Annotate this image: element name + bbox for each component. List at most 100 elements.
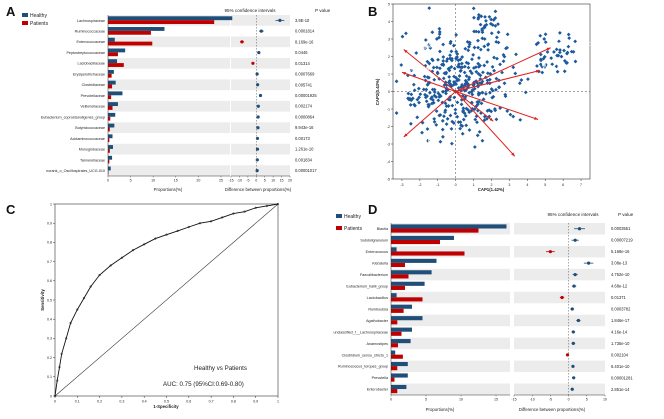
sample-point <box>540 70 545 75</box>
tick-label: 10 <box>603 398 607 402</box>
panel-c-label: C <box>6 202 16 217</box>
sample-point <box>431 100 436 105</box>
vector-arrowhead <box>535 69 540 73</box>
tick-label: 0.5 <box>47 298 52 302</box>
sample-point <box>458 69 463 74</box>
sample-point <box>430 87 435 92</box>
sample-point <box>489 87 494 91</box>
tick-label: -10 <box>237 179 242 183</box>
tick-label: 0.6 <box>47 279 52 283</box>
sample-point <box>413 103 417 108</box>
sample-point <box>557 50 562 55</box>
sample-point <box>406 91 411 96</box>
sample-point <box>404 31 408 36</box>
sample-point <box>478 63 482 68</box>
sample-point <box>431 65 436 70</box>
bar-healthy <box>391 281 425 286</box>
bar-healthy <box>108 80 116 85</box>
category-label: Veillonellaceae <box>80 105 105 109</box>
sample-point <box>459 97 464 102</box>
bar-patients <box>391 239 440 245</box>
sample-point <box>467 90 472 95</box>
sample-point <box>430 101 434 106</box>
sample-point <box>550 62 555 67</box>
bar-healthy <box>391 235 454 240</box>
stripe-right <box>514 383 605 395</box>
sample-point <box>466 65 471 70</box>
tick-label: 0.3 <box>119 400 124 404</box>
vector-label: Hemoglobin <box>405 43 441 50</box>
bar-patients <box>108 106 113 110</box>
p-value: 0.0001814 <box>295 29 315 34</box>
panel-a-ci <box>239 15 285 176</box>
sample-point <box>542 37 547 41</box>
bar-healthy <box>391 384 407 390</box>
p-value: 1.261e-10 <box>295 147 314 152</box>
sample-point <box>477 129 482 134</box>
sample-point <box>549 56 554 61</box>
sample-point <box>479 111 483 115</box>
sample-point <box>463 113 468 118</box>
sample-point <box>493 9 498 14</box>
sample-point <box>466 85 470 90</box>
tick-label: 0 <box>255 179 257 183</box>
category-label: unclassified_f__Lachnospiraceae <box>333 330 388 334</box>
legend-healthy-label: Healthy <box>30 13 47 19</box>
roc-point <box>210 220 213 223</box>
category-label: Butyricicoccaceae <box>75 126 105 130</box>
stripe-left <box>391 291 510 304</box>
sample-point <box>437 94 442 99</box>
tick-label: -15 <box>228 179 233 183</box>
ci-point <box>572 376 576 380</box>
bar-healthy <box>108 134 113 139</box>
sample-point <box>453 111 458 116</box>
sample-point <box>543 32 548 37</box>
sample-point <box>555 69 560 74</box>
sample-point <box>487 77 492 82</box>
bar-healthy <box>391 361 408 367</box>
p-value: 0.005741 <box>295 82 313 87</box>
sample-point <box>466 48 471 53</box>
p-value: 0.0007669 <box>295 72 315 77</box>
panel-d-bars <box>391 224 507 394</box>
sample-point <box>415 115 420 120</box>
roc-point <box>56 379 59 382</box>
sample-point <box>450 56 454 61</box>
roc-point <box>76 308 79 311</box>
panel-a-xlabel-left: Proportions(%) <box>154 187 183 192</box>
sample-point <box>469 71 474 76</box>
sample-point <box>446 103 451 108</box>
roc-curve-markers <box>53 202 280 398</box>
sample-point <box>412 88 417 93</box>
sample-point <box>456 78 461 82</box>
sample-point <box>408 103 413 107</box>
sample-point <box>501 52 506 57</box>
bar-patients <box>391 331 402 336</box>
sample-point <box>493 23 498 28</box>
panel-d-label: D <box>368 202 377 217</box>
category-label: Eubacterium_hallii_group <box>346 284 388 288</box>
sample-point <box>491 94 496 99</box>
stripe-right <box>231 79 290 91</box>
category-label: Monoglobaceae <box>79 148 105 152</box>
stripe-right <box>514 314 605 327</box>
sample-point <box>505 109 510 113</box>
ci-point <box>256 83 260 87</box>
sample-point <box>460 94 465 98</box>
stripe-left <box>108 122 230 134</box>
bar-patients <box>108 73 112 78</box>
sample-point <box>452 66 457 71</box>
sample-point <box>556 53 561 58</box>
roc-point <box>243 210 246 213</box>
sample-point <box>466 77 471 82</box>
roc-point <box>232 212 235 215</box>
roc-point <box>60 352 63 355</box>
sample-point <box>430 30 435 35</box>
tick-label: 15 <box>280 179 284 183</box>
bar-healthy <box>391 247 397 252</box>
panel-c-ylabel: Sensitivity <box>40 289 45 311</box>
roc-point <box>65 337 68 340</box>
sample-point <box>434 95 438 99</box>
sample-point <box>480 36 485 41</box>
sample-point <box>437 26 442 31</box>
